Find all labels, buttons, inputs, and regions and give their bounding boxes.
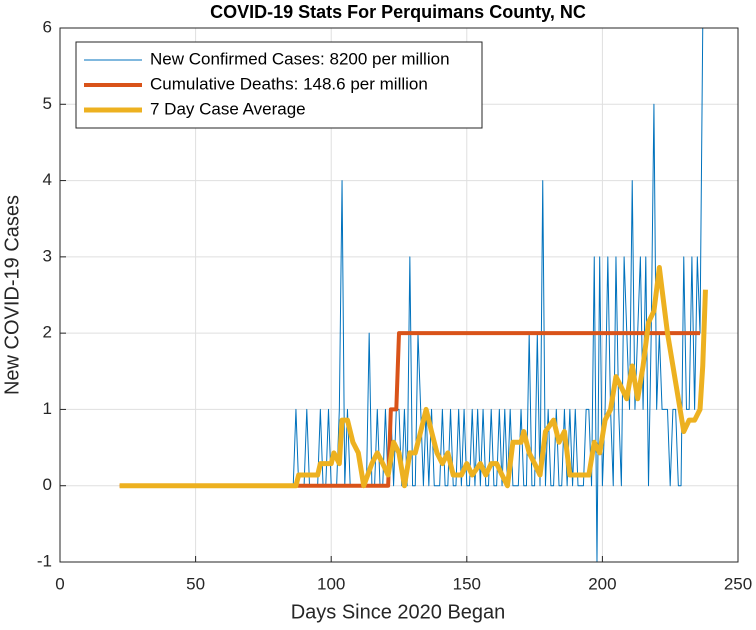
y-axis-label: New COVID-19 Cases: [1, 195, 23, 395]
y-tick-label: -1: [37, 551, 52, 570]
x-tick-label: 250: [724, 574, 752, 593]
x-tick-label: 150: [453, 574, 481, 593]
legend-box: [75, 41, 483, 129]
y-tick-label: 2: [43, 323, 52, 342]
x-axis-label: Days Since 2020 Began: [291, 601, 506, 623]
y-tick-label: 0: [43, 475, 52, 494]
axes-box: [59, 27, 739, 563]
x-tick-label: 200: [588, 574, 616, 593]
legend-label: New Confirmed Cases: 8200 per million: [150, 49, 450, 68]
y-tick-label: 5: [43, 94, 52, 113]
series-line: [119, 265, 708, 489]
legend: New Confirmed Cases: 8200 per million Cum…: [75, 41, 483, 129]
y-tick-label: 1: [43, 399, 52, 418]
y-tick-label: 3: [43, 246, 52, 265]
x-tick-label: 100: [317, 574, 345, 593]
series-line: [119, 331, 701, 488]
x-tick-label: 0: [55, 574, 64, 593]
y-tick-label: 4: [43, 170, 52, 189]
x-tick-label: 50: [186, 574, 205, 593]
legend-label: 7 Day Case Average: [150, 99, 306, 118]
y-tick-label: 6: [43, 17, 52, 36]
chart-title: COVID-19 Stats For Perquimans County, NC: [210, 2, 586, 22]
legend-label: Cumulative Deaths: 148.6 per million: [150, 74, 428, 93]
lines: [119, 28, 708, 562]
